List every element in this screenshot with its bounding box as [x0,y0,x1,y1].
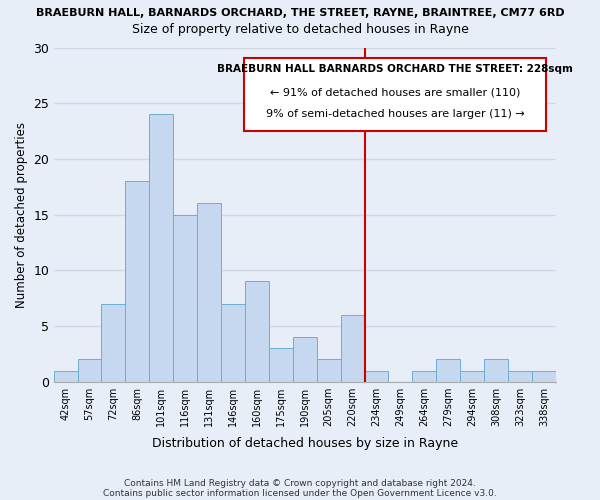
Bar [245,282,269,382]
FancyBboxPatch shape [244,58,546,131]
Bar [197,204,221,382]
Y-axis label: Number of detached properties: Number of detached properties [15,122,28,308]
Bar [508,370,532,382]
Bar [412,370,436,382]
Bar [460,370,484,382]
Bar [365,370,388,382]
Bar [436,360,460,382]
Bar [173,214,197,382]
Bar [317,360,341,382]
Bar [77,360,101,382]
Text: ← 91% of detached houses are smaller (110): ← 91% of detached houses are smaller (11… [270,88,520,98]
Text: Contains public sector information licensed under the Open Government Licence v3: Contains public sector information licen… [103,488,497,498]
Bar [149,114,173,382]
Text: BRAEBURN HALL BARNARDS ORCHARD THE STREET: 228sqm: BRAEBURN HALL BARNARDS ORCHARD THE STREE… [217,64,573,74]
Bar [341,315,365,382]
Bar [221,304,245,382]
Bar [53,370,77,382]
Bar [293,337,317,382]
Bar [484,360,508,382]
X-axis label: Distribution of detached houses by size in Rayne: Distribution of detached houses by size … [152,437,458,450]
Bar [269,348,293,382]
Text: Contains HM Land Registry data © Crown copyright and database right 2024.: Contains HM Land Registry data © Crown c… [124,478,476,488]
Bar [532,370,556,382]
Text: 9% of semi-detached houses are larger (11) →: 9% of semi-detached houses are larger (1… [266,110,524,120]
Text: BRAEBURN HALL, BARNARDS ORCHARD, THE STREET, RAYNE, BRAINTREE, CM77 6RD: BRAEBURN HALL, BARNARDS ORCHARD, THE STR… [35,8,565,18]
Text: Size of property relative to detached houses in Rayne: Size of property relative to detached ho… [131,22,469,36]
Bar [125,181,149,382]
Bar [101,304,125,382]
